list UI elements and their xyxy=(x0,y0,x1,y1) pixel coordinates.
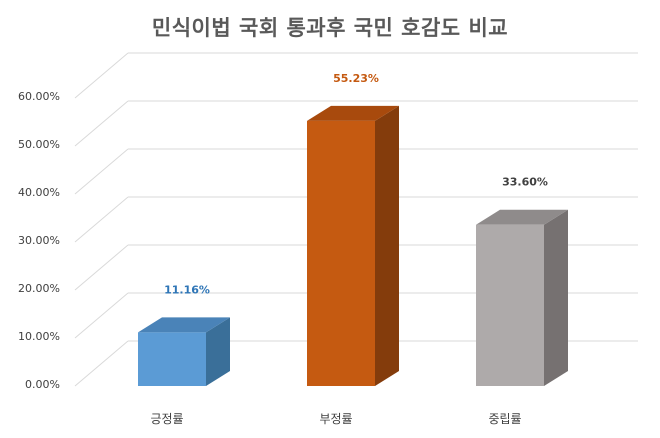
bar-side xyxy=(544,209,568,386)
bar-top xyxy=(307,105,399,121)
gridline-depth xyxy=(74,196,129,243)
data-label: 33.60% xyxy=(502,176,548,189)
data-label: 11.16% xyxy=(164,283,210,296)
y-tick-label: 20.00% xyxy=(18,282,60,295)
gridline-depth xyxy=(74,340,129,387)
gridline-depth xyxy=(74,244,129,291)
y-tick-label: 10.00% xyxy=(18,330,60,343)
y-tick-label: 30.00% xyxy=(18,234,60,247)
bar-front xyxy=(476,224,544,386)
x-tick-label: 중립률 xyxy=(488,412,521,426)
gridline-depth xyxy=(74,100,129,147)
x-tick-label: 긍정률 xyxy=(150,412,183,426)
y-tick-label: 40.00% xyxy=(18,186,60,199)
data-label: 55.23% xyxy=(333,72,379,85)
bar-top xyxy=(476,209,568,225)
bar-부정률 xyxy=(307,105,399,387)
gridline-depth xyxy=(74,52,129,99)
x-tick-label: 부정률 xyxy=(319,412,352,426)
bar-top xyxy=(138,317,230,333)
bar-side xyxy=(206,317,230,386)
gridline-depth xyxy=(74,292,129,339)
bar-중립률 xyxy=(476,209,568,386)
bar-front xyxy=(138,332,206,386)
y-tick-label: 50.00% xyxy=(18,138,60,151)
y-tick-label: 0.00% xyxy=(25,378,60,391)
bar-front xyxy=(307,120,375,387)
chart-title: 민식이법 국회 통과후 국민 호감도 비교 xyxy=(151,16,509,40)
bar-side xyxy=(375,105,399,387)
gridline-depth xyxy=(74,148,129,195)
y-tick-label: 60.00% xyxy=(18,90,60,103)
bar-긍정률 xyxy=(138,317,230,386)
